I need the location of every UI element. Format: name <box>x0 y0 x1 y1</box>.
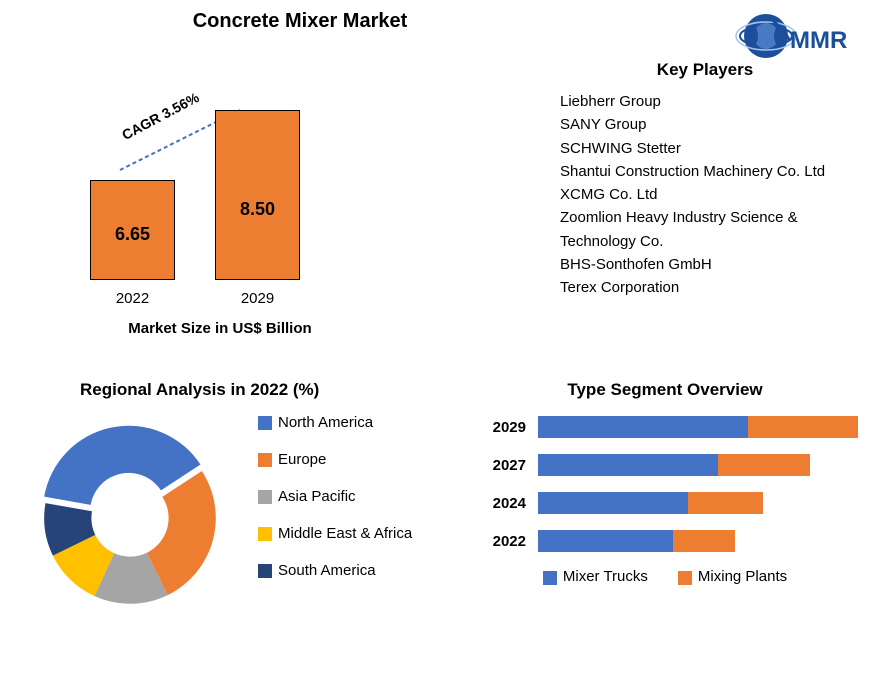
segment-bar <box>538 454 718 476</box>
segment-rows: 2029 2027 2024 2022 <box>470 416 860 552</box>
legend-label: Mixer Trucks <box>563 568 648 585</box>
segment-row: 2029 <box>470 416 860 438</box>
legend-swatch <box>543 571 557 585</box>
segment-bar-stack <box>538 492 763 514</box>
bar-2022: 6.65 <box>90 180 175 280</box>
legend-swatch <box>258 416 272 430</box>
segment-row: 2022 <box>470 530 860 552</box>
key-players-list: Liebherr GroupSANY GroupSCHWING StetterS… <box>560 90 850 299</box>
bar-value-2022: 6.65 <box>91 224 174 245</box>
legend-label: Mixing Plants <box>698 568 787 585</box>
segment-bar-stack <box>538 454 810 476</box>
legend-item: Asia Pacific <box>258 488 412 505</box>
segment-bar <box>538 416 748 438</box>
legend-label: South America <box>278 562 376 579</box>
segment-year-label: 2024 <box>470 495 526 512</box>
key-player-item: SANY Group <box>560 113 850 136</box>
legend-swatch <box>258 453 272 467</box>
key-player-item: SCHWING Stetter <box>560 137 850 160</box>
segment-bar <box>538 492 688 514</box>
legend-item: Europe <box>258 451 412 468</box>
segment-bar <box>538 530 673 552</box>
legend-label: Asia Pacific <box>278 488 356 505</box>
regional-panel: Regional Analysis in 2022 (%) North Amer… <box>20 380 450 628</box>
segment-legend-item: Mixing Plants <box>678 568 787 585</box>
key-player-item: Terex Corporation <box>560 276 850 299</box>
segment-legend: Mixer Trucks Mixing Plants <box>470 568 860 585</box>
market-axis-label: Market Size in US$ Billion <box>70 320 370 337</box>
regional-title: Regional Analysis in 2022 (%) <box>80 380 450 400</box>
segment-bar <box>718 454 810 476</box>
regional-legend: North America Europe Asia Pacific Middle Ea… <box>258 414 412 599</box>
legend-swatch <box>258 490 272 504</box>
segment-panel: Type Segment Overview 2029 2027 2024 2022 M… <box>470 380 860 585</box>
segment-year-label: 2029 <box>470 419 526 436</box>
segment-legend-item: Mixer Trucks <box>543 568 648 585</box>
key-player-item: Zoomlion Heavy Industry Science & Techno… <box>560 206 850 253</box>
legend-item: Middle East & Africa <box>258 525 412 542</box>
segment-bar-stack <box>538 530 735 552</box>
bar-label-2022: 2022 <box>90 290 175 307</box>
legend-label: Europe <box>278 451 326 468</box>
segment-bar-stack <box>538 416 858 438</box>
legend-label: North America <box>278 414 373 431</box>
segment-bar <box>688 492 763 514</box>
key-player-item: XCMG Co. Ltd <box>560 183 850 206</box>
segment-row: 2027 <box>470 454 860 476</box>
page-title: Concrete Mixer Market <box>0 10 600 33</box>
bar-value-2029: 8.50 <box>216 199 299 220</box>
segment-title: Type Segment Overview <box>470 380 860 400</box>
bar-label-2029: 2029 <box>215 290 300 307</box>
key-players-panel: Key Players Liebherr GroupSANY GroupSCHW… <box>560 60 850 299</box>
legend-item: North America <box>258 414 412 431</box>
key-players-title: Key Players <box>560 60 850 80</box>
logo-text: MMR <box>790 27 847 54</box>
segment-bar <box>748 416 858 438</box>
regional-donut-chart <box>20 408 240 628</box>
market-size-chart: CAGR 3.56% 6.65 8.50 2022 2029 Market Si… <box>70 80 370 340</box>
segment-year-label: 2022 <box>470 533 526 550</box>
key-player-item: Liebherr Group <box>560 90 850 113</box>
legend-swatch <box>258 564 272 578</box>
legend-swatch <box>678 571 692 585</box>
segment-year-label: 2027 <box>470 457 526 474</box>
key-player-item: BHS-Sonthofen GmbH <box>560 253 850 276</box>
legend-item: South America <box>258 562 412 579</box>
bar-2029: 8.50 <box>215 110 300 280</box>
bar-area: CAGR 3.56% 6.65 8.50 2022 2029 <box>70 80 330 280</box>
segment-row: 2024 <box>470 492 860 514</box>
key-player-item: Shantui Construction Machinery Co. Ltd <box>560 160 850 183</box>
segment-bar <box>673 530 735 552</box>
legend-label: Middle East & Africa <box>278 525 412 542</box>
legend-swatch <box>258 527 272 541</box>
